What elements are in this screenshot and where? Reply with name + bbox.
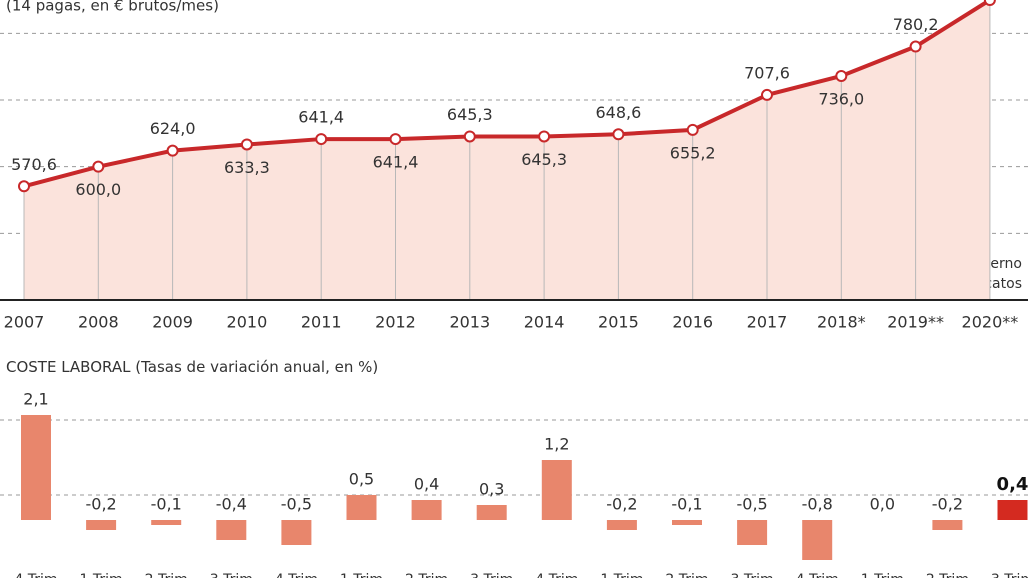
point bbox=[240, 138, 253, 151]
data-label: 645,3 bbox=[521, 150, 567, 169]
bar bbox=[476, 505, 507, 520]
x-tick-label: 2013 bbox=[449, 313, 490, 332]
x-tick-label: 2011 bbox=[301, 313, 342, 332]
line bbox=[23, 0, 991, 189]
point bbox=[538, 130, 551, 143]
data-label: -0,2 bbox=[85, 495, 116, 514]
bar bbox=[802, 520, 833, 560]
chart-subtitle: (14 pagas, en € brutos/mes) bbox=[6, 0, 219, 15]
data-label: 707,6 bbox=[744, 63, 790, 82]
data-label: -0,8 bbox=[802, 495, 833, 514]
bar bbox=[346, 495, 377, 520]
x-tick-label: 2009 bbox=[152, 313, 193, 332]
data-label: -0,2 bbox=[932, 495, 963, 514]
x-tick-label: 1 Trim bbox=[80, 572, 123, 578]
data-label: -0,1 bbox=[151, 495, 182, 514]
data-label: 570,6 bbox=[11, 155, 57, 174]
bar bbox=[21, 415, 51, 520]
data-label: -0,5 bbox=[736, 495, 767, 514]
data-label: -0,5 bbox=[281, 495, 312, 514]
x-tick-label: 2016 bbox=[672, 313, 713, 332]
x-tick-label: 1 Trim bbox=[600, 572, 643, 578]
x-tick-label: 2 Trim bbox=[665, 572, 708, 578]
bar bbox=[737, 520, 768, 545]
x-tick-label: 4 Trim bbox=[275, 572, 318, 578]
point bbox=[389, 133, 402, 146]
x-tick-label: 2012 bbox=[375, 313, 416, 332]
data-label: 780,2 bbox=[893, 15, 939, 34]
data-label: 624,0 bbox=[150, 119, 196, 138]
x-tick-label: 2 Trim bbox=[405, 572, 448, 578]
x-tick-label: 4 Trim bbox=[796, 572, 839, 578]
point bbox=[686, 123, 699, 136]
data-label: 641,4 bbox=[298, 108, 344, 127]
point bbox=[463, 130, 476, 143]
x-tick-label: 2020** bbox=[962, 313, 1019, 332]
title: COSTE LABORAL bbox=[6, 358, 131, 376]
data-label: -0,4 bbox=[216, 495, 247, 514]
x-tick-label: 1 Trim bbox=[861, 572, 904, 578]
x-tick-label: 4 Trim bbox=[14, 572, 57, 578]
bar bbox=[86, 520, 117, 530]
point bbox=[612, 128, 625, 141]
data-label: 641,4 bbox=[373, 153, 419, 172]
point bbox=[166, 144, 179, 157]
point bbox=[835, 70, 848, 82]
point bbox=[909, 40, 922, 53]
data-label: 600,0 bbox=[75, 180, 121, 199]
data-label: 0,4 bbox=[997, 474, 1028, 495]
x-tick-label: 2018* bbox=[817, 313, 866, 332]
point bbox=[761, 88, 773, 101]
x-tick-label: 2017 bbox=[747, 313, 788, 332]
bar bbox=[151, 520, 182, 525]
bar bbox=[216, 520, 247, 540]
data-label: 648,6 bbox=[595, 103, 641, 122]
chart-title: COSTE LABORAL (Tasas de variación anual,… bbox=[6, 358, 378, 376]
subtitle: (Tasas de variación anual, en %) bbox=[135, 358, 378, 376]
data-label: 645,3 bbox=[447, 105, 493, 124]
point bbox=[92, 160, 105, 173]
bar bbox=[606, 520, 637, 530]
bar bbox=[672, 520, 702, 525]
x-tick-label: 2010 bbox=[227, 313, 268, 332]
data-label: 0,0 bbox=[870, 495, 895, 514]
x-tick-label: 2007 bbox=[4, 313, 45, 332]
x-tick-label: 3 Trim bbox=[991, 572, 1028, 578]
x-tick-label: 2008 bbox=[78, 313, 119, 332]
x-tick-label: 2014 bbox=[524, 313, 565, 332]
bar bbox=[997, 500, 1028, 520]
x-tick-label: 3 Trim bbox=[731, 572, 774, 578]
data-label: 1,2 bbox=[544, 435, 569, 454]
x-tick-label: 2 Trim bbox=[145, 572, 188, 578]
bar bbox=[411, 500, 442, 520]
x-tick-label: 3 Trim bbox=[210, 572, 253, 578]
bar bbox=[281, 520, 312, 545]
data-label: 736,0 bbox=[818, 90, 864, 109]
bar bbox=[932, 520, 963, 530]
point bbox=[18, 180, 30, 193]
data-label: 0,4 bbox=[414, 475, 439, 494]
bar bbox=[541, 460, 572, 520]
x-tick-label: 2019** bbox=[887, 313, 944, 332]
x-tick-label: 4 Trim bbox=[535, 572, 578, 578]
x-tick-label: 3 Trim bbox=[470, 572, 513, 578]
point bbox=[315, 133, 328, 146]
x-tick-label: 1 Trim bbox=[340, 572, 383, 578]
data-label: 2,1 bbox=[23, 390, 48, 409]
area bbox=[24, 0, 990, 300]
x-tick-label: 2015 bbox=[598, 313, 639, 332]
data-label: 0,5 bbox=[349, 470, 374, 489]
point bbox=[983, 0, 996, 6]
data-label: -0,2 bbox=[606, 495, 637, 514]
x-tick-label: 2 Trim bbox=[926, 572, 969, 578]
data-label: -0,1 bbox=[671, 495, 702, 514]
data-label: 0,3 bbox=[479, 480, 504, 499]
data-label: 655,2 bbox=[670, 143, 716, 162]
data-label: 633,3 bbox=[224, 158, 270, 177]
